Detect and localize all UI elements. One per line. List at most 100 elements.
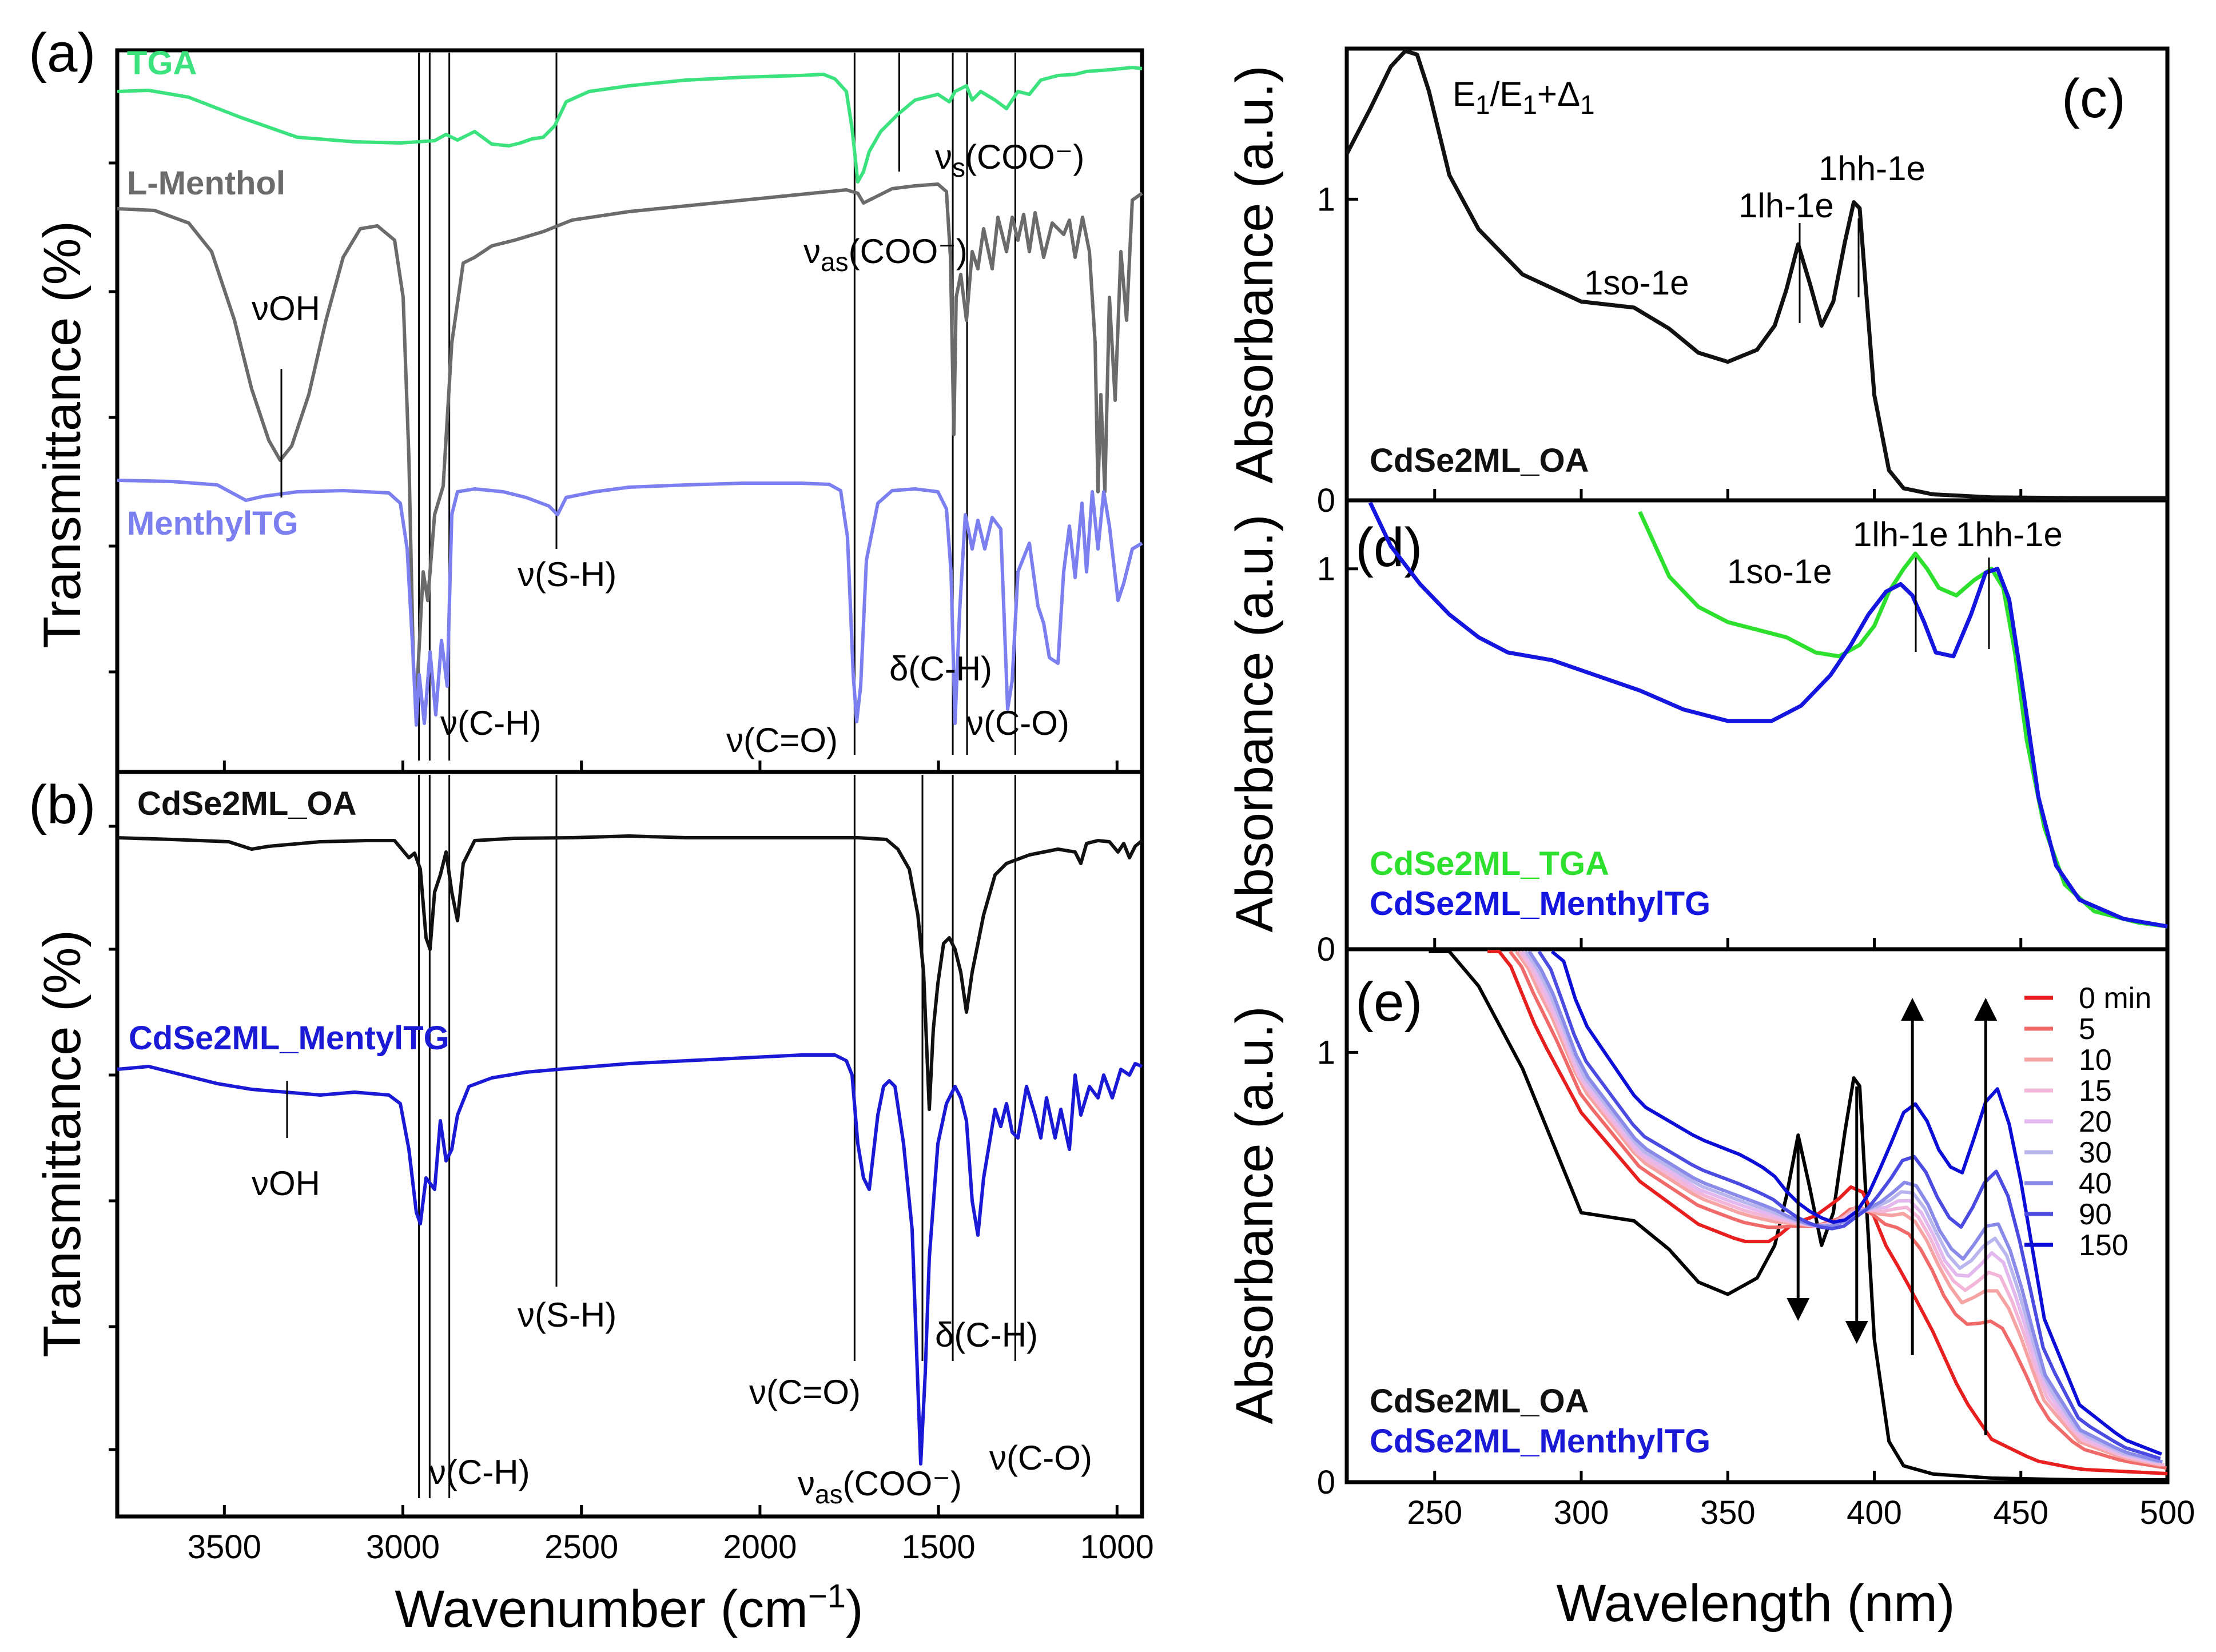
trace-a-menthyltg [117,479,1143,727]
trace-name-b-oa: CdSe2ML_OA [137,785,357,822]
panel-b-frame [115,770,1144,1519]
yticks-b [109,825,117,1451]
ann-a-vch: ν(C-H) [440,704,542,742]
traces-d [1368,501,2168,929]
xtick-label-e-4: 450 [1993,1494,2048,1531]
ann-a-dch: δ(C-H) [889,650,992,688]
legend-label-3: 15 [2079,1074,2112,1108]
panel-b-traces [117,775,1143,1498]
label-d-menthyltg: CdSe2ML_MenthylTG [1370,885,1710,922]
xlabel-e: Wavelength (nm) [1556,1574,1955,1633]
ann-b-voh: νOH [252,1164,320,1203]
ann-b-vch: ν(C-H) [429,1453,530,1491]
trace-a-lmenthol [117,182,1143,705]
xtick-label-e-3: 400 [1847,1494,1902,1531]
ann-a-vas-coo: νas(COO⁻) [803,232,968,277]
xtick-label-e-1: 300 [1554,1494,1609,1531]
trace-name-lmenthol: L-Menthol [127,165,285,202]
ytick-label-e-0: 0 [1317,1464,1335,1501]
annotations-b: νOH ν(S-H) ν(C-H) ν(C=O) δ(C-H) ν(C-O) ν… [252,1081,1092,1509]
legend-label-4: 20 [2079,1105,2112,1139]
ann-d-1lh: 1lh-1e [1853,515,1948,554]
ann-b-vsh: ν(S-H) [518,1296,616,1334]
panel-label-a: (a) [29,22,96,83]
legend-label-1: 5 [2079,1013,2095,1046]
xtick-label-b-3: 2000 [723,1528,797,1566]
traces-c [1344,49,2167,500]
vlines-b [418,775,1016,1498]
ann-d-1hh: 1hh-1e [1956,515,2063,554]
annotations-a: νOH ν(S-H) ν(C-H) ν(C=O) δ(C-H) ν(C-O) ν… [252,138,1084,759]
panel-label-c: (c) [2062,68,2126,129]
panel-e-frame [1344,947,2170,1484]
xtick-label-e-5: 500 [2140,1494,2195,1531]
xtick-label-b-2: 2500 [544,1528,618,1566]
panel-label-d: (d) [1355,517,1422,578]
ylabel-e: Absorbance (a.u.) [1226,1006,1284,1424]
ann-b-vco-single: ν(C-O) [989,1439,1092,1477]
trace-e-90 [1537,950,2161,1460]
legend-label-6: 40 [2079,1167,2112,1200]
ylabel-b: Transmittance (%) [33,930,91,1358]
xtick-label-e-0: 250 [1407,1494,1462,1531]
ann-c-1lh: 1lh-1e [1738,186,1834,225]
ytick-label-d-0: 0 [1317,931,1335,968]
xlabel-b: Wavenumber (cm−1) [395,1578,863,1638]
trace-e-oa [1429,950,2167,1482]
trace-c-0 [1344,49,2167,500]
panel-label-b: (b) [29,774,96,835]
ann-a-voh: νOH [252,289,320,328]
ann-c-1hh: 1hh-1e [1819,149,1925,188]
trace-name-menthyltg: MenthylTG [127,505,299,542]
ylabel-d: Absorbance (a.u.) [1226,514,1284,932]
ann-a-vco-double: ν(C=O) [726,721,838,759]
label-d-tga: CdSe2ML_TGA [1370,845,1609,882]
ann-c-1so: 1so-1e [1584,264,1689,302]
xtick-label-b-5: 1000 [1080,1528,1154,1566]
legend-label-8: 150 [2079,1229,2129,1262]
annotations-c: E1/E1+Δ1 1so-1e 1lh-1e 1hh-1e CdSe2ML_OA [1370,75,1925,479]
ann-a-vsh: ν(S-H) [518,555,616,594]
ytick-label-c-0: 0 [1317,482,1335,519]
arrows-e [1787,998,1998,1435]
ann-c-e1: E1/E1+Δ1 [1453,75,1595,120]
ytick-label-d-1: 1 [1317,551,1335,588]
label-c-oa: CdSe2ML_OA [1370,442,1589,479]
traces-e [1429,950,2168,1482]
xtick-label-b-4: 1500 [902,1528,976,1566]
legend-label-5: 30 [2079,1136,2112,1169]
trace-name-tga: TGA [127,45,197,82]
label-e-oa: CdSe2ML_OA [1370,1383,1589,1420]
label-e-menthyltg: CdSe2ML_MenthylTG [1370,1423,1710,1460]
ann-a-vco-single: ν(C-O) [966,704,1069,742]
xtick-label-b-1: 3000 [366,1528,440,1566]
ann-d-1so: 1so-1e [1727,552,1832,591]
ann-b-dch: δ(C-H) [935,1316,1038,1354]
trace-e-30 [1525,950,2160,1464]
trace-d-1 [1368,501,2168,929]
panel-c-frame [1344,46,2170,503]
yticks-a [109,161,117,674]
trace-e-0-min [1487,950,2168,1475]
legend-label-0: 0 min [2079,982,2151,1015]
ytick-label-e-1: 1 [1317,1034,1335,1071]
trace-b-oa [117,834,1143,1111]
trace-a-tga [117,66,1143,184]
panel-a-traces [117,53,1143,761]
ylabel-c: Absorbance (a.u.) [1226,65,1284,483]
ann-b-vas-coo: νas(COO⁻) [798,1464,962,1509]
ann-a-vs-coo: νs(COO⁻) [935,138,1084,182]
trace-e-5 [1509,950,2167,1470]
trace-e-40 [1527,950,2163,1464]
xtick-label-b-0: 3500 [188,1528,261,1566]
ylabel-a: Transmittance (%) [33,221,91,648]
trace-b-menthyltg [117,1053,1143,1466]
trace-e-15 [1518,950,2165,1467]
ann-b-vco-double: ν(C=O) [749,1373,861,1411]
panel-label-e: (e) [1355,972,1422,1033]
annotations-d: 1so-1e 1lh-1e 1hh-1e CdSe2ML_TGA CdSe2ML… [1370,515,2063,922]
xtick-label-e-2: 350 [1700,1494,1756,1531]
legend-label-7: 90 [2079,1198,2112,1231]
